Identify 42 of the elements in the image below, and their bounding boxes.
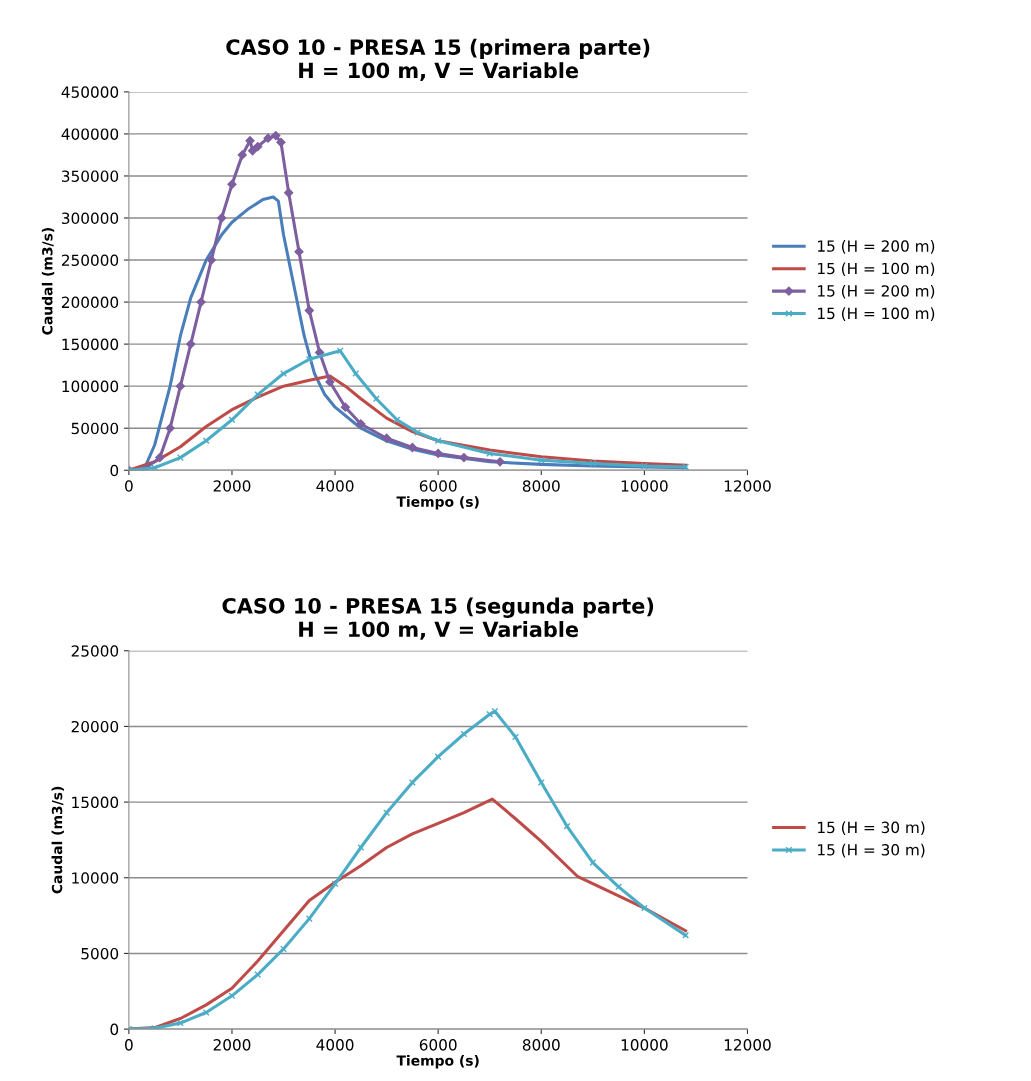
x-axis-title: Tiempo (s) — [396, 496, 479, 510]
x-tick-label: 6000 — [419, 480, 457, 492]
y-tick-label: 400000 — [61, 128, 119, 140]
x-tick-label: 6000 — [419, 1039, 457, 1051]
x-tick-label: 2000 — [213, 480, 251, 492]
legend-label: 15 (H = 30 m) — [818, 843, 925, 858]
x-tick-label: 8000 — [522, 480, 560, 492]
legend-label: 15 (H = 100 m) — [818, 307, 935, 321]
x-tick-label: 12000 — [724, 1039, 771, 1051]
x-tick-label: 0 — [125, 1039, 133, 1051]
y-axis-title: Caudal (m3/s) — [41, 227, 55, 335]
x-tick-label: 10000 — [621, 1039, 668, 1051]
chart-title: CASO 10 - PRESA 15 (segunda parte) H = 100 m, V = Variable — [222, 597, 654, 640]
legend-label: 15 (H = 30 m) — [818, 821, 925, 835]
y-tick-label: 100000 — [62, 380, 119, 393]
y-tick-label: 10000 — [72, 872, 119, 884]
x-tick-label: 10000 — [621, 480, 668, 492]
y-tick-label: 150000 — [62, 338, 119, 351]
y-axis-title: Caudal (m3/s) — [51, 786, 64, 894]
legend-label: 15 (H = 100 m) — [818, 262, 935, 277]
y-tick-label: 200000 — [61, 296, 119, 309]
y-tick-label: 50000 — [71, 422, 119, 435]
y-tick-label: 25000 — [71, 645, 119, 657]
x-tick-label: 4000 — [316, 480, 354, 492]
x-tick-label: 8000 — [522, 1039, 560, 1051]
chart-title: CASO 10 - PRESA 15 (primera parte) H = 100 m, V = Variable — [226, 38, 650, 81]
y-tick-label: 5000 — [81, 947, 119, 960]
y-tick-label: 15000 — [72, 796, 119, 809]
x-tick-label: 2000 — [213, 1039, 251, 1051]
x-tick-label: 12000 — [724, 480, 771, 492]
x-tick-label: 0 — [125, 480, 133, 492]
y-tick-label: 250000 — [61, 254, 119, 267]
legend-label: 15 (H = 200 m) — [818, 240, 935, 254]
y-tick-label: 450000 — [61, 86, 119, 98]
y-tick-label: 350000 — [61, 170, 119, 182]
x-axis-title: Tiempo (s) — [396, 1055, 479, 1069]
y-tick-label: 20000 — [71, 720, 119, 733]
legend-label: 15 (H = 200 m) — [818, 284, 935, 299]
y-tick-label: 300000 — [61, 212, 119, 225]
x-tick-label: 4000 — [316, 1039, 354, 1051]
y-tick-label: 0 — [110, 1023, 119, 1036]
y-tick-label: 0 — [110, 464, 119, 477]
